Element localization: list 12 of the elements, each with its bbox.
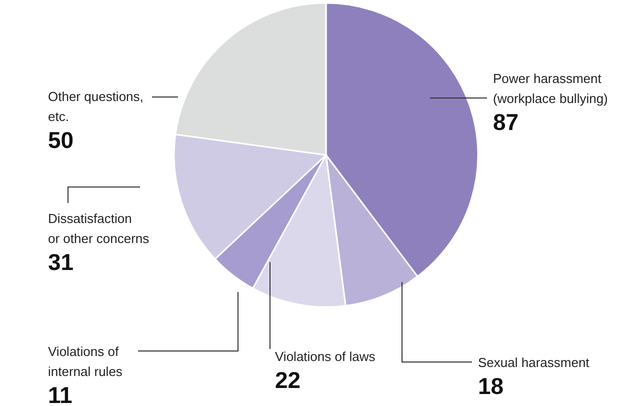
data-label: 87	[493, 109, 519, 135]
slice-label: Violations of laws	[275, 349, 376, 364]
slice-label: Other questions, etc.	[48, 89, 144, 124]
slice-label: Violations of internal rules	[48, 344, 123, 379]
data-label: 31	[48, 249, 74, 275]
slice-label: Sexual harassment	[478, 355, 590, 370]
data-label: 11	[48, 382, 73, 406]
slice-label: Dissatisfaction or other concerns	[48, 211, 150, 246]
slice-label: Power harassment (workplace bullying)	[493, 71, 608, 106]
data-label: 50	[48, 127, 74, 153]
data-label: 22	[275, 367, 301, 393]
data-label: 18	[478, 373, 504, 399]
